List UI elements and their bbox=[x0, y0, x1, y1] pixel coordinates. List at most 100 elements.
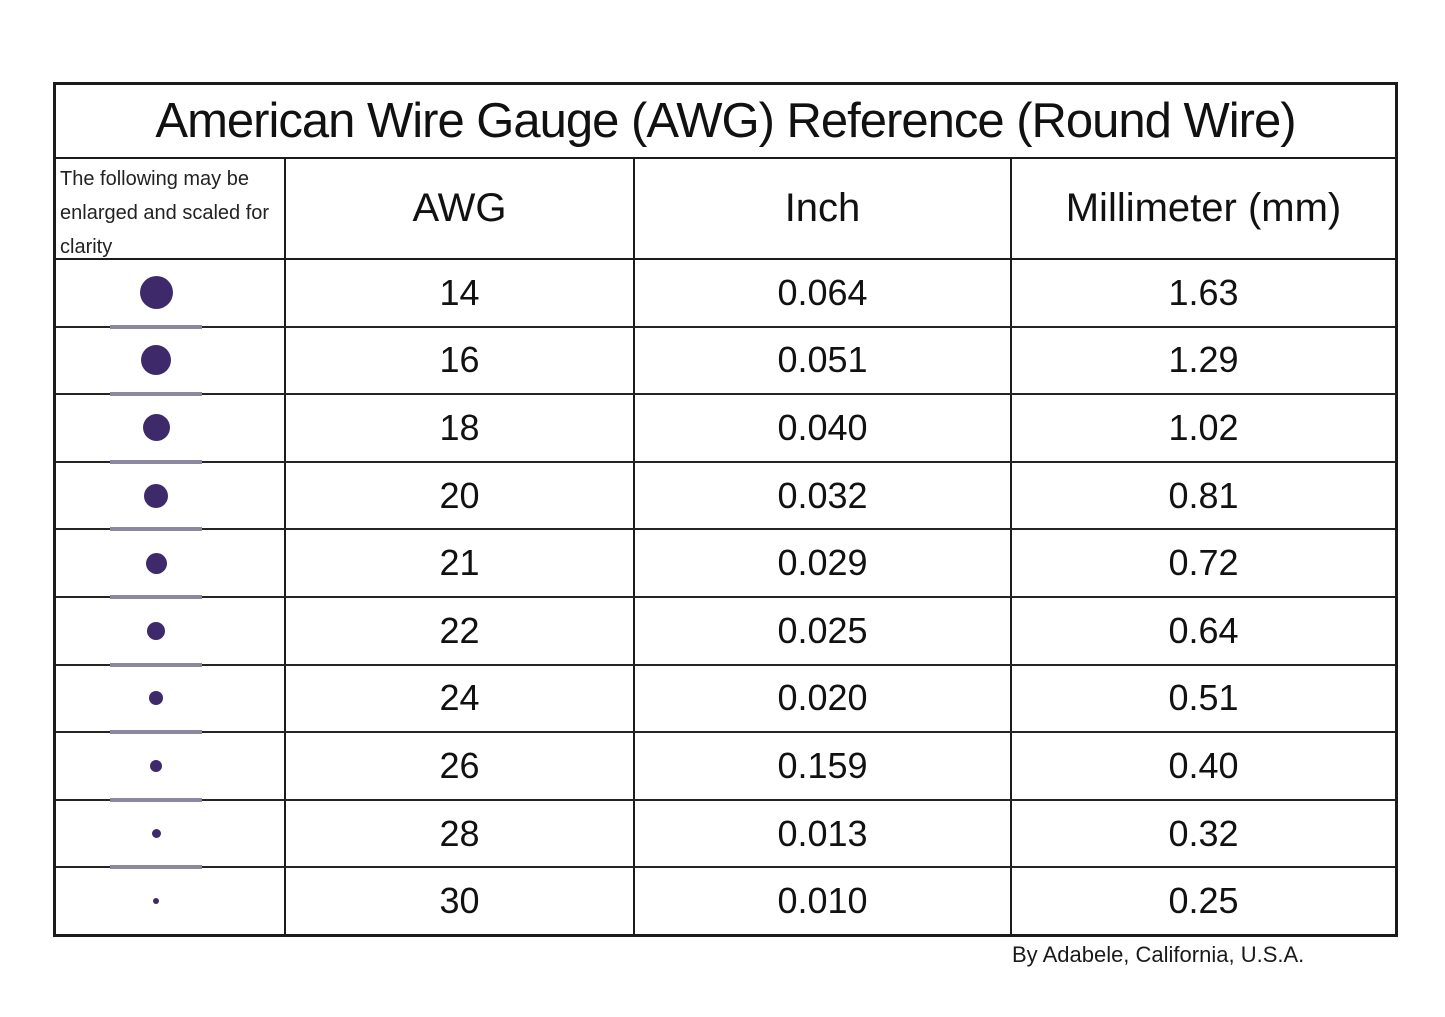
wire-size-dot-cell bbox=[56, 665, 286, 735]
wire-size-dot-icon bbox=[142, 414, 170, 442]
inch-value-cell: 0.051 bbox=[635, 327, 1012, 394]
table-row: 18 0.040 1.02 bbox=[56, 395, 1395, 464]
dot-baseline-mark bbox=[110, 594, 202, 599]
mm-value-cell: 0.32 bbox=[1012, 801, 1395, 867]
awg-value: 14 bbox=[439, 271, 480, 313]
inch-value: 0.064 bbox=[777, 271, 868, 313]
inch-value: 0.013 bbox=[777, 812, 868, 854]
wire-size-dot-cell bbox=[56, 597, 286, 667]
column-header-mm: Millimeter (mm) bbox=[1012, 159, 1395, 258]
mm-value-cell: 0.64 bbox=[1012, 598, 1395, 664]
wire-size-dot-cell bbox=[56, 868, 286, 934]
table-row: 14 0.064 1.63 bbox=[56, 260, 1395, 329]
table-row: 26 0.159 0.40 bbox=[56, 733, 1395, 802]
inch-value-cell: 0.040 bbox=[635, 395, 1012, 461]
table-row: 28 0.013 0.32 bbox=[56, 800, 1395, 870]
inch-value: 0.032 bbox=[777, 474, 868, 516]
awg-reference-table: American Wire Gauge (AWG) Reference (Rou… bbox=[53, 82, 1398, 937]
table-row: 20 0.032 0.81 bbox=[56, 462, 1395, 532]
table-title-row: American Wire Gauge (AWG) Reference (Rou… bbox=[56, 85, 1395, 159]
awg-value-cell: 14 bbox=[286, 260, 635, 326]
awg-value: 18 bbox=[439, 406, 480, 448]
mm-value: 0.25 bbox=[1168, 880, 1239, 922]
wire-size-dot-cell bbox=[56, 327, 286, 397]
wire-size-dot-cell bbox=[56, 530, 286, 599]
inch-value-cell: 0.025 bbox=[635, 597, 1012, 664]
awg-value-cell: 16 bbox=[286, 327, 635, 394]
dot-baseline-mark bbox=[110, 459, 202, 464]
dot-baseline-mark bbox=[110, 662, 202, 667]
wire-size-dot-icon bbox=[153, 898, 159, 905]
inch-value: 0.010 bbox=[777, 880, 868, 922]
awg-value-cell: 28 bbox=[286, 800, 635, 867]
awg-value-cell: 24 bbox=[286, 665, 635, 732]
wire-size-dot-cell bbox=[56, 260, 286, 329]
wire-size-dot-cell bbox=[56, 800, 286, 870]
column-header-awg: AWG bbox=[286, 159, 635, 258]
dot-baseline-mark bbox=[110, 797, 202, 802]
inch-value: 0.025 bbox=[777, 609, 868, 651]
mm-value-cell: 0.40 bbox=[1012, 733, 1395, 799]
table-row: 30 0.010 0.25 bbox=[56, 868, 1395, 934]
column-header-awg-label: AWG bbox=[412, 186, 507, 230]
wire-size-dot-cell bbox=[56, 462, 286, 532]
awg-value-cell: 18 bbox=[286, 395, 635, 461]
awg-value: 16 bbox=[439, 339, 480, 381]
inch-value: 0.029 bbox=[777, 542, 868, 584]
wire-size-dot-icon bbox=[150, 759, 162, 772]
table-row: 24 0.020 0.51 bbox=[56, 665, 1395, 735]
dot-baseline-mark bbox=[110, 324, 202, 329]
wire-size-dot-icon bbox=[139, 276, 173, 310]
wire-size-dot-icon bbox=[147, 621, 165, 640]
mm-value: 0.32 bbox=[1168, 812, 1239, 854]
inch-value: 0.020 bbox=[777, 677, 868, 719]
mm-value-cell: 0.81 bbox=[1012, 463, 1395, 529]
awg-value: 20 bbox=[439, 474, 480, 516]
awg-value-cell: 22 bbox=[286, 597, 635, 664]
dot-baseline-mark bbox=[110, 392, 202, 397]
mm-value: 1.02 bbox=[1168, 406, 1239, 448]
table-row: 21 0.029 0.72 bbox=[56, 530, 1395, 599]
inch-value-cell: 0.020 bbox=[635, 665, 1012, 732]
inch-value: 0.159 bbox=[777, 744, 868, 786]
column-header-inch: Inch bbox=[635, 159, 1012, 258]
mm-value: 1.29 bbox=[1168, 339, 1239, 381]
mm-value-cell: 1.02 bbox=[1012, 395, 1395, 461]
awg-value: 28 bbox=[439, 812, 480, 854]
wire-size-dot-icon bbox=[149, 691, 163, 706]
awg-value: 24 bbox=[439, 677, 480, 719]
wire-size-dot-icon bbox=[151, 829, 161, 839]
awg-value: 26 bbox=[439, 744, 480, 786]
awg-value-cell: 30 bbox=[286, 868, 635, 934]
mm-value-cell: 0.72 bbox=[1012, 530, 1395, 596]
awg-value-cell: 26 bbox=[286, 733, 635, 799]
column-header-mm-label: Millimeter (mm) bbox=[1065, 186, 1342, 230]
dot-baseline-mark bbox=[110, 865, 202, 870]
awg-value-cell: 21 bbox=[286, 530, 635, 596]
mm-value: 0.72 bbox=[1168, 542, 1239, 584]
credit-text: By Adabele, California, U.S.A. bbox=[1012, 942, 1305, 967]
scale-note-text: The following may be enlarged and scaled… bbox=[60, 168, 270, 258]
dot-baseline-mark bbox=[110, 730, 202, 735]
table-row: 16 0.051 1.29 bbox=[56, 327, 1395, 397]
mm-value-cell: 0.25 bbox=[1012, 868, 1395, 934]
wire-size-dot-cell bbox=[56, 395, 286, 464]
column-header-inch-label: Inch bbox=[784, 186, 861, 230]
wire-size-dot-cell bbox=[56, 733, 286, 802]
mm-value: 0.40 bbox=[1168, 744, 1239, 786]
dot-baseline-mark bbox=[110, 527, 202, 532]
wire-size-dot-icon bbox=[141, 345, 171, 376]
awg-value: 22 bbox=[439, 609, 480, 651]
awg-value-cell: 20 bbox=[286, 462, 635, 529]
inch-value-cell: 0.029 bbox=[635, 530, 1012, 596]
page-title: American Wire Gauge (AWG) Reference (Rou… bbox=[155, 94, 1296, 148]
inch-value-cell: 0.010 bbox=[635, 868, 1012, 934]
awg-value: 30 bbox=[439, 880, 480, 922]
inch-value-cell: 0.064 bbox=[635, 260, 1012, 326]
table-header-row: The following may be enlarged and scaled… bbox=[56, 159, 1395, 260]
mm-value-cell: 0.51 bbox=[1012, 666, 1395, 732]
inch-value: 0.040 bbox=[777, 406, 868, 448]
awg-value: 21 bbox=[439, 542, 480, 584]
mm-value: 0.51 bbox=[1168, 677, 1239, 719]
